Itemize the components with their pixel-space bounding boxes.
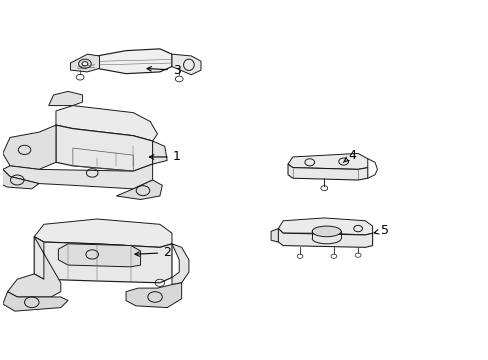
Polygon shape: [70, 54, 99, 72]
Polygon shape: [0, 169, 39, 189]
Polygon shape: [116, 180, 162, 199]
Polygon shape: [126, 283, 181, 307]
Text: 4: 4: [343, 149, 356, 162]
Polygon shape: [58, 244, 140, 267]
Circle shape: [82, 62, 88, 66]
Polygon shape: [270, 229, 278, 242]
Polygon shape: [8, 237, 61, 297]
Polygon shape: [3, 292, 68, 311]
Polygon shape: [34, 237, 172, 283]
Polygon shape: [278, 229, 372, 247]
Polygon shape: [97, 49, 172, 74]
Polygon shape: [172, 244, 188, 284]
Text: 5: 5: [373, 224, 388, 237]
Text: 3: 3: [147, 64, 181, 77]
Polygon shape: [56, 125, 152, 171]
Polygon shape: [49, 91, 82, 105]
Polygon shape: [152, 141, 167, 164]
Polygon shape: [287, 164, 367, 180]
Polygon shape: [3, 125, 56, 169]
Polygon shape: [3, 164, 152, 189]
Text: 1: 1: [149, 150, 181, 163]
Text: 2: 2: [135, 246, 171, 259]
Polygon shape: [56, 105, 157, 141]
Polygon shape: [34, 219, 172, 247]
Polygon shape: [172, 54, 201, 75]
Ellipse shape: [311, 226, 341, 237]
Polygon shape: [287, 153, 367, 169]
Polygon shape: [278, 218, 372, 235]
